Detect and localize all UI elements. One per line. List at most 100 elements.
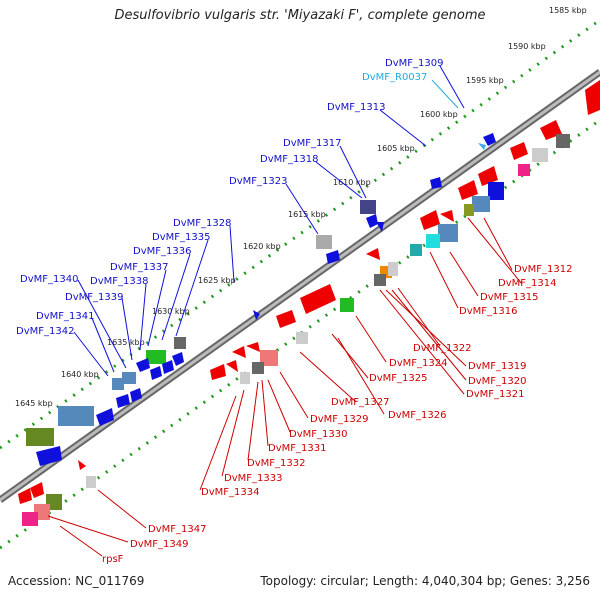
gene-box[interactable] (112, 378, 124, 390)
gene-label[interactable]: DvMF_1332 (247, 458, 305, 469)
gene-label[interactable]: DvMF_1321 (466, 389, 524, 400)
gene-arrow[interactable] (36, 446, 62, 466)
gene-box[interactable] (438, 224, 458, 242)
gene-label[interactable]: DvMF_1349 (130, 539, 188, 550)
gene-box[interactable] (260, 350, 278, 366)
gene-arrow[interactable] (510, 142, 528, 160)
gene-box[interactable] (532, 148, 548, 162)
tick-label: 1620 kbp (243, 242, 281, 251)
gene-arrow[interactable] (172, 352, 184, 366)
gene-box[interactable] (240, 372, 250, 384)
gene-arrow[interactable] (226, 360, 238, 372)
gene-arrow[interactable] (326, 250, 340, 264)
gene-label[interactable]: DvMF_1337 (110, 262, 168, 273)
gene-label[interactable]: DvMF_1322 (413, 343, 471, 354)
gene-box[interactable] (426, 234, 440, 248)
gene-arrow[interactable] (136, 358, 150, 372)
gene-label[interactable]: DvMF_1315 (480, 292, 538, 303)
gene-arrow[interactable] (585, 80, 600, 115)
gene-box[interactable] (374, 274, 386, 286)
gene-box[interactable] (556, 134, 570, 148)
gene-label[interactable]: DvMF_1325 (369, 373, 427, 384)
gene-arrow[interactable] (96, 408, 114, 426)
gene-box[interactable] (316, 235, 332, 249)
gene-box[interactable] (26, 428, 54, 446)
gene-label[interactable]: DvMF_1334 (201, 487, 259, 498)
gene-box[interactable] (296, 332, 308, 344)
gene-label[interactable]: DvMF_1336 (133, 246, 191, 257)
gene-label[interactable]: DvMF_1328 (173, 218, 231, 229)
gene-box[interactable] (488, 182, 504, 200)
tick-label: 1645 kbp (15, 399, 53, 408)
gene-arrow[interactable] (300, 284, 336, 314)
gene-arrow[interactable] (458, 180, 478, 200)
gene-label[interactable]: DvMF_1309 (385, 58, 443, 69)
gene-label[interactable]: DvMF_1338 (90, 276, 148, 287)
gene-label[interactable]: DvMF_1339 (65, 292, 123, 303)
tick-label: 1615 kbp (288, 210, 326, 219)
gene-label[interactable]: DvMF_1342 (16, 326, 74, 337)
tick-label: 1625 kbp (198, 276, 236, 285)
gene-box[interactable] (388, 262, 398, 276)
gene-arrow[interactable] (116, 394, 130, 408)
gene-label[interactable]: rpsF (102, 554, 124, 565)
gene-label[interactable]: DvMF_1340 (20, 274, 78, 285)
gene-arrow[interactable] (18, 488, 32, 504)
gene-box[interactable] (340, 298, 354, 312)
gene-label[interactable]: DvMF_1329 (310, 414, 368, 425)
gene-label[interactable]: DvMF_1324 (389, 358, 447, 369)
gene-label[interactable]: DvMF_1317 (283, 138, 341, 149)
gene-label[interactable]: DvMF_1331 (268, 443, 326, 454)
gene-box[interactable] (518, 164, 530, 176)
gene-box[interactable] (472, 196, 490, 212)
gene-arrow[interactable] (376, 222, 384, 232)
gene-label[interactable]: DvMF_1319 (468, 361, 526, 372)
reverse-genes (18, 80, 600, 526)
gene-label[interactable]: DvMF_1313 (327, 102, 385, 113)
gene-arrow[interactable] (430, 177, 442, 189)
gene-label[interactable]: DvMF_1312 (514, 264, 572, 275)
gene-box[interactable] (146, 350, 166, 364)
gene-box[interactable] (410, 244, 422, 256)
gene-arrow[interactable] (30, 482, 44, 498)
gene-arrow[interactable] (276, 310, 296, 328)
gene-arrow[interactable] (246, 342, 260, 352)
gene-box[interactable] (58, 406, 94, 426)
gene-label[interactable]: DvMF_1320 (468, 376, 526, 387)
gene-arrow[interactable] (478, 166, 498, 186)
gene-label[interactable]: DvMF_1341 (36, 311, 94, 322)
gene-box[interactable] (22, 512, 38, 526)
tick-label: 1605 kbp (377, 144, 415, 153)
gene-arrow[interactable] (420, 210, 440, 230)
gene-label[interactable]: DvMF_1335 (152, 232, 210, 243)
gene-arrow[interactable] (78, 460, 86, 470)
gene-arrow[interactable] (232, 346, 246, 358)
gene-label[interactable]: DvMF_1316 (459, 306, 517, 317)
gene-label[interactable]: DvMF_1330 (289, 429, 347, 440)
gene-box[interactable] (252, 362, 264, 374)
tick-label: 1610 kbp (333, 178, 371, 187)
gene-label[interactable]: DvMF_1326 (388, 410, 446, 421)
gene-box[interactable] (86, 476, 96, 488)
gene-arrow[interactable] (366, 248, 380, 260)
gene-arrow[interactable] (253, 310, 260, 320)
gene-arrow[interactable] (210, 364, 226, 380)
gene-arrow[interactable] (150, 366, 162, 380)
gene-label[interactable]: DvMF_1327 (331, 397, 389, 408)
gene-label[interactable]: DvMF_1323 (229, 176, 287, 187)
gene-label[interactable]: DvMF_1314 (498, 278, 556, 289)
gene-box[interactable] (464, 204, 474, 216)
gene-arrow[interactable] (162, 360, 174, 374)
gene-arrow[interactable] (366, 214, 378, 228)
gene-box[interactable] (122, 372, 136, 384)
gene-box[interactable] (174, 337, 186, 349)
gene-label[interactable]: DvMF_1347 (148, 524, 206, 535)
gene-arrow[interactable] (130, 388, 142, 402)
gene-box[interactable] (360, 200, 376, 214)
gene-label[interactable]: DvMF_1318 (260, 154, 318, 165)
gene-label[interactable]: DvMF_R0037 (362, 72, 427, 83)
gene-arrow[interactable] (440, 210, 454, 222)
gene-label[interactable]: DvMF_1333 (224, 473, 282, 484)
gene-arrow[interactable] (483, 133, 496, 146)
gene-arrow[interactable] (478, 143, 486, 150)
